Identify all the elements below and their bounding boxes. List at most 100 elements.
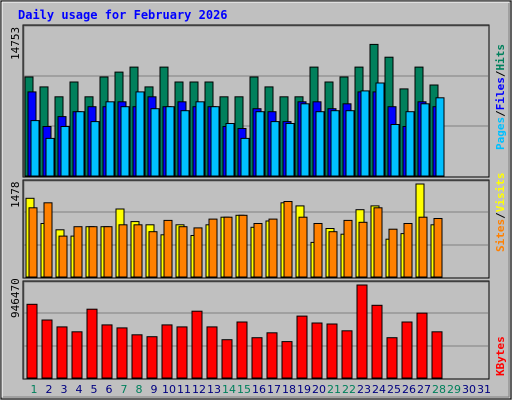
legend-visits: Visits (494, 173, 507, 213)
sites-bar-day-22 (343, 219, 353, 278)
kbytes-bar-day-24 (371, 304, 383, 379)
kbytes-bar-day-4 (71, 331, 83, 379)
sites-bar-day-11 (178, 226, 188, 278)
day-label-10: 10 (162, 383, 176, 396)
kbytes-bar-day-13 (206, 326, 218, 379)
day-label-2: 2 (46, 383, 53, 396)
day-label-14: 14 (222, 383, 236, 396)
sites-bar-day-21 (328, 231, 338, 278)
legend-sites: Sites (494, 219, 507, 252)
day-label-13: 13 (207, 383, 221, 396)
day-label-16: 16 (252, 383, 266, 396)
pages-bar-day-28 (435, 97, 445, 177)
day-label-3: 3 (61, 383, 68, 396)
hits-files-pages-panel: 14753 Pages/Files/Hits (9, 24, 507, 178)
kbytes-bar-day-3 (56, 326, 68, 379)
kbytes-bar-day-5 (86, 308, 98, 379)
sites-bar-day-1 (28, 207, 38, 278)
pages-bar-day-5 (90, 121, 100, 177)
day-label-18: 18 (282, 383, 296, 396)
kbytes-bar-day-28 (431, 331, 443, 379)
sites-bar-day-7 (118, 224, 128, 278)
kbytes-bar-day-16 (251, 337, 263, 379)
svg-text:Sites/Visits: Sites/Visits (494, 173, 507, 253)
day-label-15: 15 (237, 383, 251, 396)
pages-bar-day-23 (360, 90, 370, 177)
kbytes-bars (26, 284, 443, 379)
kbytes-bar-day-8 (131, 334, 143, 379)
kbytes-bar-day-25 (386, 337, 398, 379)
kbytes-bar-day-11 (176, 326, 188, 379)
legend-files: Files (494, 77, 507, 110)
pages-bar-day-14 (225, 123, 235, 177)
pages-bar-day-24 (375, 82, 385, 177)
kbytes-bar-day-20 (311, 322, 323, 379)
sites-bar-day-18 (283, 201, 293, 278)
day-label-4: 4 (76, 383, 83, 396)
pages-bar-day-12 (195, 101, 205, 177)
kbytes-bar-day-7 (116, 327, 128, 379)
sites-bar-day-9 (148, 231, 158, 278)
visits-sites-bars (25, 183, 443, 278)
legend-sep-2: / (494, 70, 507, 77)
pages-bar-day-19 (300, 103, 310, 177)
sites-bar-day-13 (208, 218, 218, 278)
day-label-17: 17 (267, 383, 281, 396)
visits-sites-panel: 1478 Sites/Visits (9, 173, 507, 279)
legend-kbytes-label: KBytes (494, 336, 507, 376)
day-label-27: 27 (417, 383, 431, 396)
pages-bar-day-26 (405, 111, 415, 177)
ymax-hits: 14753 (9, 27, 22, 60)
day-label-9: 9 (151, 383, 158, 396)
pages-bar-day-18 (285, 123, 295, 177)
kbytes-bar-day-17 (266, 332, 278, 379)
day-label-29: 29 (447, 383, 461, 396)
kbytes-bar-day-9 (146, 336, 158, 379)
day-label-26: 26 (402, 383, 416, 396)
day-label-12: 12 (192, 383, 206, 396)
kbytes-bar-day-12 (191, 310, 203, 379)
ymax-visits: 1478 (9, 182, 22, 209)
sites-bar-day-20 (313, 223, 323, 278)
kbytes-bar-day-26 (401, 321, 413, 379)
sites-bar-day-15 (238, 214, 248, 278)
day-label-6: 6 (106, 383, 113, 396)
pages-bar-day-6 (105, 101, 115, 177)
kbytes-bar-day-14 (221, 339, 233, 379)
legend-visits-sites: Sites/Visits (494, 173, 507, 253)
day-label-8: 8 (136, 383, 143, 396)
pages-bar-day-15 (240, 137, 250, 177)
day-label-23: 23 (357, 383, 371, 396)
hits-files-pages-bars (24, 43, 445, 177)
kbytes-bar-day-19 (296, 315, 308, 379)
legend-pages: Pages (494, 117, 507, 150)
pages-bar-day-21 (330, 110, 340, 177)
sites-bar-day-28 (433, 218, 443, 278)
sites-bar-day-3 (58, 235, 68, 278)
sites-bar-day-14 (223, 216, 233, 278)
pages-bar-day-16 (255, 111, 265, 177)
legend-sep-3: / (494, 212, 507, 219)
day-label-1: 1 (31, 383, 38, 396)
pages-bar-day-10 (165, 106, 175, 177)
sites-bar-day-12 (193, 227, 203, 278)
sites-bar-day-24 (373, 207, 383, 278)
legend-hits-files-pages: Pages/Files/Hits (494, 44, 507, 150)
sites-bar-day-5 (88, 226, 98, 278)
sites-bar-day-27 (418, 216, 428, 278)
sites-bar-day-2 (43, 202, 53, 278)
sites-bar-day-10 (163, 219, 173, 278)
pages-bar-day-3 (60, 126, 70, 177)
sites-bar-day-6 (103, 226, 113, 278)
day-labels: 1 2 3 4 5 6 7 8 9 10 11 12 13 14 15 16 17 18 19 20 21 22 23 24 2… (31, 383, 492, 396)
legend-hits: Hits (494, 44, 507, 71)
kbytes-bar-day-23 (356, 284, 368, 379)
day-label-28: 28 (432, 383, 446, 396)
svg-text:Pages/Files/Hits: Pages/Files/Hits (494, 44, 507, 150)
sites-bar-day-26 (403, 223, 413, 278)
pages-bar-day-13 (210, 106, 220, 177)
sites-bar-day-23 (358, 221, 368, 278)
legend-sep-1: / (494, 110, 507, 117)
